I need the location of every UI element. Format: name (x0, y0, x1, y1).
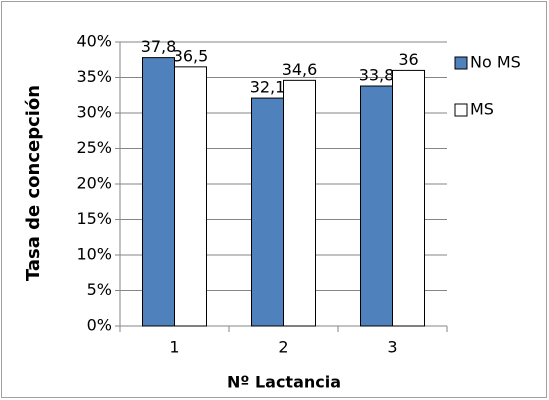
y-tick-label: 15% (76, 209, 112, 228)
y-tick-label: 10% (76, 245, 112, 264)
bar (360, 85, 393, 327)
legend-label: No MS (470, 53, 521, 72)
data-label: 32,1 (250, 78, 286, 97)
y-tick-label: 5% (87, 280, 112, 299)
x-tick-label: 3 (387, 338, 397, 357)
data-label: 36,5 (173, 46, 209, 65)
legend-swatch (454, 56, 468, 70)
y-tick-label: 35% (76, 67, 112, 86)
data-label: 33,8 (359, 66, 395, 85)
x-tick-label: 2 (278, 338, 288, 357)
y-tick-label: 0% (87, 316, 112, 335)
legend-swatch (454, 103, 468, 117)
bar (142, 57, 175, 327)
data-label: 36 (398, 50, 418, 69)
bar (174, 66, 207, 327)
y-tick-label: 20% (76, 174, 112, 193)
bar (392, 69, 425, 327)
y-tick-label: 25% (76, 138, 112, 157)
data-label: 37,8 (141, 37, 177, 56)
y-tick-label: 30% (76, 103, 112, 122)
x-axis-title: Nº Lactancia (227, 373, 341, 392)
bar (251, 97, 284, 327)
y-axis-title: Tasa de concepción (23, 85, 44, 281)
bar (283, 79, 316, 327)
data-label: 34,6 (282, 60, 318, 79)
legend-label: MS (470, 100, 494, 119)
y-tick-label: 40% (76, 32, 112, 51)
x-tick-label: 1 (169, 338, 179, 357)
